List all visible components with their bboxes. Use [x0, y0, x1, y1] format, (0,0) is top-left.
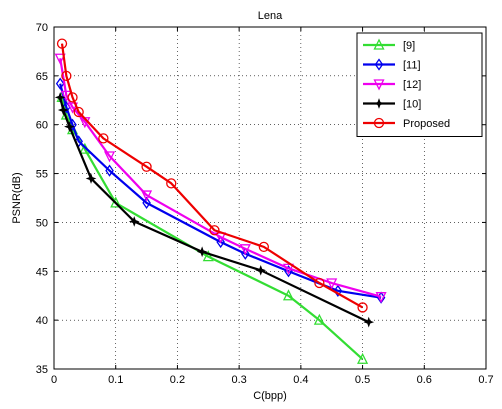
- data-point-10: [85, 173, 97, 184]
- y-tick-label: 70: [36, 22, 48, 34]
- y-axis-label: PSNR(dB): [11, 172, 23, 223]
- data-point-11: [333, 284, 343, 297]
- data-point-12: [375, 292, 387, 304]
- data-point-11: [216, 235, 225, 249]
- data-point-11: [55, 77, 65, 90]
- legend-marker: [373, 117, 385, 129]
- legend-label: [12]: [403, 79, 421, 91]
- legend-label: [10]: [403, 99, 421, 111]
- data-point-11: [68, 118, 77, 131]
- series-line-10: [59, 97, 370, 324]
- data-point-proposed: [67, 92, 78, 103]
- data-point-10: [255, 264, 267, 276]
- legend-marker: [373, 38, 385, 50]
- grid-lines: [54, 27, 486, 369]
- data-point-proposed: [209, 225, 220, 236]
- x-tick-label: 0.1: [108, 374, 123, 386]
- data-point-12: [103, 151, 116, 163]
- legend: [9] [11] [12] [10] Proposed: [356, 32, 483, 137]
- data-point-proposed: [56, 38, 68, 49]
- data-point-proposed: [166, 178, 177, 189]
- y-tick-label: 50: [36, 217, 48, 229]
- data-point-proposed: [357, 302, 368, 313]
- legend-marker: [373, 98, 385, 109]
- data-point-proposed: [73, 106, 84, 118]
- legend-label: [9]: [403, 40, 415, 52]
- legend-label: [11]: [403, 60, 421, 72]
- data-point-12: [239, 244, 251, 256]
- data-point-proposed: [141, 161, 152, 172]
- legend-item-proposed: Proposed: [363, 117, 450, 130]
- y-tick-label: 35: [36, 364, 48, 376]
- data-point-9: [110, 196, 122, 208]
- data-point-10: [363, 316, 375, 328]
- data-point-proposed: [61, 70, 72, 82]
- x-tick-label: 0.6: [417, 374, 432, 386]
- x-tick-label: 0.7: [478, 374, 493, 386]
- x-tick-label: 0.4: [293, 374, 308, 386]
- data-point-proposed: [314, 277, 325, 289]
- data-point-9: [282, 289, 295, 301]
- data-point-12: [326, 278, 338, 290]
- plot-frame: [53, 26, 487, 370]
- x-tick-label: 0.3: [231, 374, 246, 386]
- legend-item-10: [10]: [363, 98, 421, 111]
- y-tick-label: 65: [36, 71, 48, 83]
- legend-item-9: [9]: [363, 38, 415, 52]
- data-point-12: [54, 53, 66, 65]
- y-tick-label: 40: [36, 315, 48, 327]
- data-point-proposed: [98, 133, 109, 144]
- data-point-10: [54, 91, 66, 103]
- data-point-10: [64, 121, 75, 133]
- data-point-11: [241, 247, 250, 260]
- y-tick-label: 55: [36, 169, 48, 181]
- data-point-11: [142, 196, 151, 210]
- legend-item-12: [12]: [363, 79, 421, 91]
- data-point-9: [202, 250, 214, 262]
- legend-marker: [374, 58, 384, 71]
- axis-ticks: 0 0.1 0.2 0.3 0.4 0.5 0.6 0.7 35 40 45 50 55 60 65 70: [36, 22, 494, 386]
- x-tick-label: 0.5: [355, 374, 370, 386]
- data-point-12: [141, 190, 153, 202]
- data-point-12: [282, 263, 295, 275]
- x-tick-label: 0: [51, 374, 57, 386]
- data-point-12: [66, 102, 79, 114]
- y-tick-label: 60: [36, 120, 48, 132]
- series-line-11: [59, 83, 382, 299]
- data-point-10: [57, 104, 69, 116]
- series-10: [54, 91, 375, 328]
- x-axis-label: C(bpp): [253, 390, 287, 402]
- data-point-9: [313, 313, 325, 325]
- legend-label: Proposed: [403, 118, 450, 130]
- legend-marker: [373, 79, 385, 91]
- y-tick-label: 45: [36, 266, 48, 278]
- chart-title: Lena: [258, 10, 283, 22]
- data-point-10: [196, 246, 208, 258]
- series-proposed: [56, 38, 368, 313]
- data-point-9: [357, 352, 369, 364]
- data-point-proposed: [258, 241, 269, 253]
- x-tick-label: 0.2: [170, 374, 185, 386]
- series-layer: [54, 38, 387, 364]
- data-point-10: [128, 216, 140, 227]
- data-point-11: [105, 164, 114, 177]
- series-line-proposed: [60, 43, 364, 309]
- legend-item-11: [11]: [363, 58, 421, 72]
